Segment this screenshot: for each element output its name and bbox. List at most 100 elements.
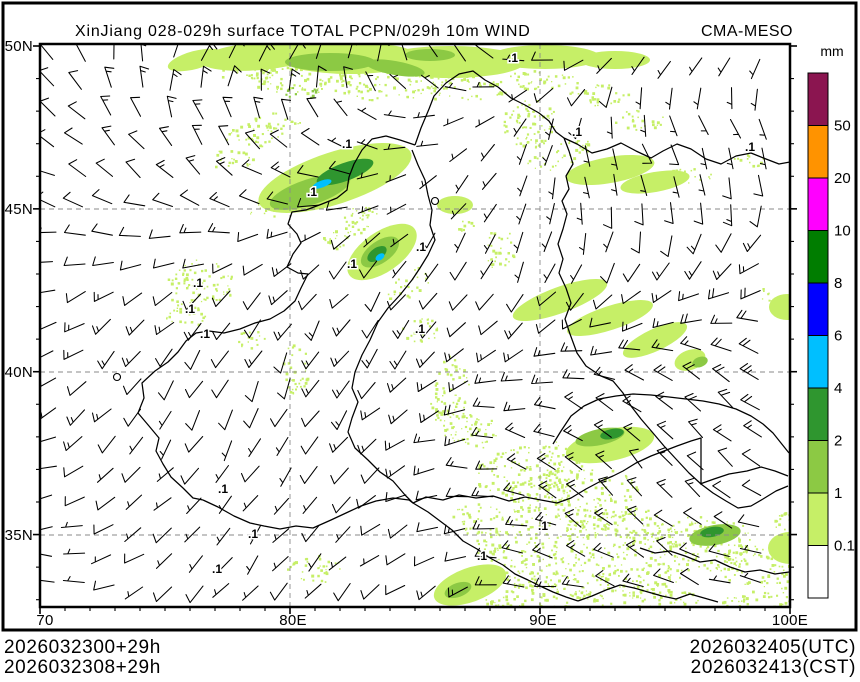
wind-barb	[729, 118, 742, 139]
precip-speckle	[272, 112, 275, 115]
wind-barb	[531, 51, 554, 61]
precip-speckle	[490, 602, 493, 606]
precip-speckle	[469, 527, 472, 530]
precip-speckle	[202, 316, 205, 320]
precip-speckle	[533, 575, 536, 578]
precip-speckle	[623, 601, 627, 605]
precip-speckle	[206, 285, 209, 288]
wind-barb	[227, 65, 242, 87]
precip-speckle	[580, 465, 584, 468]
precip-speckle	[649, 517, 652, 521]
precip-speckle	[556, 486, 559, 488]
precip-speckle	[635, 128, 638, 131]
contour-value-label: .1	[218, 482, 228, 496]
precip-speckle	[489, 83, 493, 87]
lat-axis-labels: 50N 45N 40N 35N	[5, 38, 33, 544]
wind-barb	[385, 553, 406, 566]
precip-speckle	[524, 105, 527, 108]
precip-speckle	[496, 475, 499, 478]
precip-speckle	[186, 278, 189, 281]
precip-speckle	[320, 85, 322, 88]
precip-speckle	[501, 491, 505, 495]
precip-speckle	[656, 583, 659, 586]
precip-speckle	[615, 535, 617, 537]
precip-speckle	[220, 277, 223, 280]
precip-speckle	[303, 385, 306, 388]
precip-speckle	[743, 558, 746, 561]
precip-speckle	[589, 101, 592, 104]
wind-barb	[215, 157, 233, 176]
precip-speckle	[668, 531, 670, 533]
precip-blob	[312, 179, 332, 189]
precip-speckle	[596, 579, 599, 582]
wind-barb	[277, 378, 291, 400]
precip-speckle	[270, 83, 272, 85]
precip-speckle	[558, 514, 560, 517]
precip-speckle	[419, 320, 423, 324]
precip-speckle	[537, 477, 540, 479]
precip-speckle	[551, 113, 553, 115]
precip-speckle	[476, 418, 478, 420]
precip-speckle	[624, 542, 626, 544]
precip-speckle	[535, 536, 538, 540]
precip-speckle	[770, 557, 774, 561]
precip-speckle	[554, 446, 558, 450]
precip-speckle	[699, 545, 702, 548]
precip-speckle	[422, 333, 424, 336]
precip-speckle	[675, 531, 678, 535]
precip-speckle	[574, 485, 576, 487]
precip-speckle	[546, 78, 549, 81]
precip-speckle	[418, 75, 421, 78]
wind-barb	[186, 497, 202, 515]
precip-speckle	[673, 543, 676, 545]
wind-barb	[222, 96, 233, 118]
wind-barb	[40, 161, 55, 176]
precip-speckle	[531, 588, 534, 592]
precip-speckle	[505, 486, 509, 489]
precip-speckle	[494, 602, 496, 604]
precip-speckle	[548, 486, 551, 489]
precip-speckle	[584, 478, 586, 480]
precip-speckle	[462, 412, 465, 415]
precip-speckle	[558, 579, 561, 583]
precip-speckle	[553, 485, 556, 488]
precip-speckle	[735, 597, 737, 599]
wind-barb	[565, 479, 584, 498]
precip-speckle	[624, 499, 628, 502]
precip-speckle	[586, 534, 590, 538]
precip-speckle	[475, 94, 478, 98]
precip-speckle	[247, 341, 249, 343]
precip-speckle	[561, 486, 564, 489]
precip-speckle	[492, 552, 495, 556]
precip-speckle	[285, 372, 289, 376]
precip-speckle	[505, 590, 509, 593]
precip-speckle	[448, 83, 451, 85]
precip-speckle	[641, 586, 644, 588]
precip-speckle	[566, 530, 568, 532]
precip-speckle	[564, 575, 566, 577]
precip-speckle	[312, 579, 315, 582]
precip-speckle	[484, 441, 487, 443]
precip-speckle	[351, 212, 354, 215]
precip-speckle	[453, 86, 456, 89]
precip-speckle	[573, 157, 577, 161]
wind-barb	[166, 95, 177, 118]
wind-barb	[472, 397, 495, 408]
precip-speckle	[437, 77, 440, 80]
wind-barb	[212, 263, 233, 274]
wind-barb	[238, 189, 260, 205]
precip-speckle	[498, 251, 502, 255]
precip-speckle	[646, 589, 649, 592]
precip-speckle	[439, 419, 442, 422]
precip-speckle	[732, 551, 735, 554]
precip-speckle	[246, 74, 248, 76]
precip-speckle	[325, 70, 328, 73]
wind-barb	[563, 59, 584, 71]
precip-speckle	[426, 86, 430, 89]
precip-speckle	[324, 239, 327, 242]
precip-speckle	[404, 285, 406, 287]
precip-speckle	[279, 82, 282, 85]
precip-speckle	[275, 127, 278, 130]
precip-speckle	[259, 144, 262, 148]
precip-speckle	[528, 111, 530, 113]
